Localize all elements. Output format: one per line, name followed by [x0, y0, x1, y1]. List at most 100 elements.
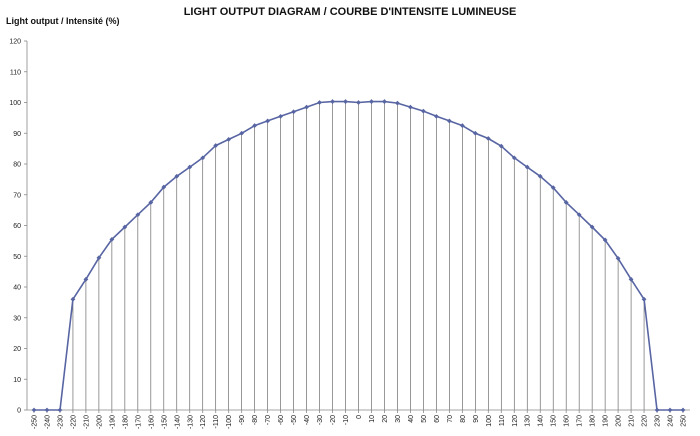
y-tick-label: 80 [13, 162, 21, 169]
data-point [498, 143, 504, 149]
y-tick-label: 120 [9, 39, 21, 46]
data-point [615, 256, 621, 261]
data-point [421, 108, 426, 114]
y-tick-label: 70 [13, 192, 21, 199]
x-tick-label: 200 [616, 415, 623, 427]
data-point [524, 164, 530, 170]
data-point [511, 155, 517, 161]
x-tick-label: 80 [460, 415, 467, 423]
data-point [122, 224, 128, 230]
x-tick-label: -150 [161, 415, 168, 429]
y-tick-label: 40 [13, 285, 21, 292]
y-tick-label: 50 [13, 254, 21, 261]
x-tick-label: -140 [174, 415, 181, 429]
data-point [680, 407, 686, 413]
x-tick-label: 140 [538, 415, 545, 427]
data-point [537, 173, 543, 179]
x-tick-label: -120 [200, 415, 207, 429]
y-tick-label: 100 [9, 100, 21, 107]
data-point [187, 164, 193, 170]
x-tick-label: 180 [590, 415, 597, 427]
x-tick-label: -60 [278, 415, 285, 425]
data-point [31, 407, 37, 413]
x-tick-label: 10 [369, 415, 376, 423]
x-tick-label: -40 [304, 415, 311, 425]
data-point [641, 296, 647, 302]
x-tick-label: -80 [252, 415, 259, 425]
data-point [459, 123, 465, 128]
data-point [174, 173, 180, 179]
x-tick-label: -70 [265, 415, 272, 425]
x-tick-label: -220 [70, 415, 77, 429]
x-tick-label: -50 [291, 415, 298, 425]
x-tick-label: -110 [213, 415, 220, 429]
data-point [96, 255, 102, 261]
x-tick-label: 110 [499, 415, 506, 426]
data-point [563, 200, 569, 205]
x-tick-label: -160 [148, 415, 155, 429]
data-point [382, 99, 387, 104]
y-tick-label: 90 [13, 131, 21, 138]
x-tick-label: 130 [525, 415, 532, 427]
data-point [472, 130, 478, 136]
x-tick-label: -200 [96, 415, 103, 429]
x-tick-label: 240 [668, 415, 675, 427]
data-point [200, 155, 206, 161]
data-point [226, 137, 232, 142]
chart-title: LIGHT OUTPUT DIAGRAM / COURBE D'INTENSIT… [183, 6, 517, 18]
x-tick-label: 170 [577, 415, 584, 427]
x-tick-label: 50 [421, 415, 428, 423]
data-point [252, 123, 258, 128]
data-point [304, 104, 309, 110]
x-tick-label: 100 [486, 415, 493, 427]
x-tick-label: 210 [629, 415, 636, 427]
x-tick-label: -230 [57, 415, 64, 429]
x-tick-label: 220 [642, 415, 649, 427]
data-point [589, 224, 595, 230]
x-tick-label: 160 [564, 415, 571, 427]
x-tick-label: 60 [434, 415, 441, 423]
x-tick-label: -10 [343, 415, 350, 425]
x-tick-label: 230 [655, 415, 662, 427]
x-tick-label: -100 [226, 415, 233, 429]
data-point [667, 407, 673, 413]
y-tick-label: 110 [10, 69, 21, 76]
data-point [83, 276, 89, 282]
data-point [317, 100, 322, 105]
data-point [109, 236, 115, 242]
x-tick-label: 30 [395, 415, 402, 423]
data-point [148, 200, 154, 205]
x-tick-label: -180 [122, 415, 129, 429]
x-tick-label: -240 [44, 415, 51, 429]
data-point [330, 99, 335, 104]
data-point [356, 100, 361, 105]
data-point [70, 296, 76, 302]
y-tick-label: 60 [13, 223, 21, 230]
y-tick-label: 20 [13, 346, 21, 353]
data-point [628, 276, 634, 282]
x-tick-label: -170 [135, 415, 142, 429]
data-point [602, 237, 608, 243]
data-point [485, 136, 491, 141]
x-tick-label: -250 [32, 415, 39, 429]
data-point [408, 104, 413, 110]
x-tick-label: 40 [408, 415, 415, 423]
y-tick-label: 10 [13, 377, 21, 384]
data-point [369, 99, 374, 104]
x-tick-label: -130 [187, 415, 194, 429]
data-point [343, 99, 348, 104]
x-tick-label: 250 [681, 415, 688, 427]
x-tick-label: -90 [239, 415, 246, 425]
data-point [446, 118, 452, 124]
data-point [395, 100, 400, 106]
x-tick-label: 90 [473, 415, 480, 423]
data-point [161, 184, 167, 190]
x-tick-label: 190 [603, 415, 610, 427]
data-point [291, 109, 296, 115]
x-tick-label: 150 [551, 415, 558, 427]
data-point [265, 118, 271, 124]
data-point [654, 407, 660, 413]
data-point [135, 212, 141, 218]
x-tick-label: -20 [330, 415, 337, 425]
y-axis-label: Light output / Intensité (%) [6, 16, 120, 26]
